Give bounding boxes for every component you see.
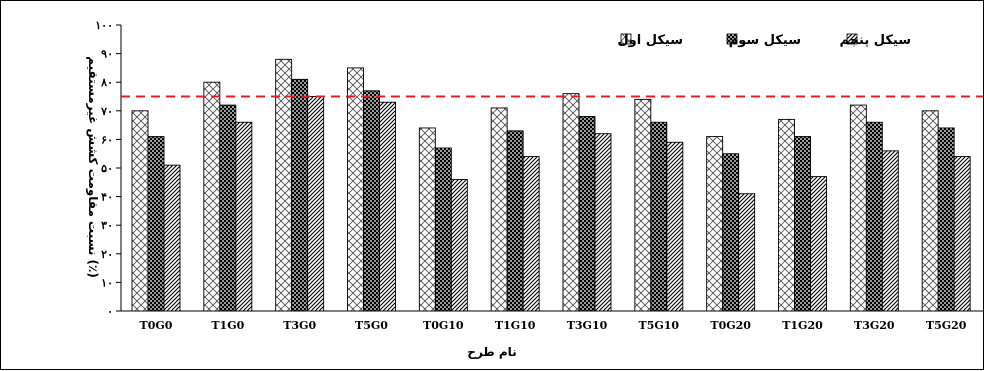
- x-category-label: T0G0: [140, 319, 173, 332]
- bar-cycle5-t5g0: [379, 101, 396, 312]
- bar-cycle3-t1g0: [219, 104, 237, 312]
- bar-cycle3-t1g10: [506, 130, 524, 312]
- y-tick-label: ۰: [107, 305, 113, 318]
- bar-cycle3-t3g20: [865, 121, 883, 312]
- bar-cycle1-t0g0: [131, 110, 149, 312]
- bar-cycle5-t1g10: [522, 156, 540, 312]
- bar-cycle1-t0g10: [418, 127, 436, 312]
- bar-cycle5-t3g0: [307, 96, 325, 312]
- bar-cycle5-t1g0: [235, 121, 253, 312]
- bar-cycle1-t1g0: [203, 81, 221, 312]
- bar-cycle1-t5g10: [634, 98, 652, 312]
- y-tick-label: ۷۰: [100, 105, 113, 118]
- bar-cycle5-t3g10: [594, 133, 612, 312]
- bar-cycle1-t3g20: [849, 104, 867, 312]
- x-category-label: T5G20: [926, 319, 967, 332]
- y-tick-label: ۳۰: [101, 219, 113, 232]
- legend-swatch-cycle1: [620, 33, 632, 45]
- bar-cycle1-t1g20: [778, 118, 795, 312]
- x-category-label: T5G0: [355, 319, 388, 332]
- bar-cycle3-t0g10: [434, 147, 452, 312]
- bar-cycle5-t3g20: [881, 150, 899, 312]
- legend-label-cycle5: سیکل پنجم: [839, 33, 911, 48]
- x-category-label: T1G10: [495, 319, 536, 332]
- legend-label-cycle1: سیکل اول: [617, 33, 683, 48]
- x-category-label: T5G10: [639, 319, 680, 332]
- y-tick-label: ۱۰: [101, 276, 113, 289]
- bar-cycle3-t5g10: [650, 121, 668, 312]
- bar-cycle3-t3g10: [578, 116, 596, 312]
- bar-cycle5-t0g0: [163, 164, 181, 312]
- bar-cycle3-t0g0: [147, 136, 165, 312]
- x-category-label: T0G20: [710, 319, 751, 332]
- bar-cycle5-t5g10: [666, 141, 684, 312]
- bar-cycle3-t5g20: [937, 127, 955, 312]
- y-tick-label: ۵۰: [101, 162, 113, 175]
- legend-item-cycle5: سیکل پنجم: [839, 33, 911, 48]
- bar-cycle1-t5g20: [921, 110, 939, 312]
- bar-cycle3-t3g0: [291, 78, 309, 312]
- y-tick-label: ۶۰: [101, 133, 113, 146]
- x-category-label: T1G0: [211, 319, 244, 332]
- bar-cycle5-t0g10: [450, 178, 468, 312]
- y-tick-label: ۴۰: [101, 191, 113, 204]
- y-tick-label: ۸۰: [100, 76, 113, 89]
- bar-cycle3-t0g20: [722, 153, 740, 312]
- bar-cycle3-t1g20: [794, 136, 811, 312]
- x-category-label: T0G10: [423, 319, 464, 332]
- bar-cycle5-t5g20: [953, 156, 971, 312]
- y-tick-group: ۰ ۱۰ ۲۰ ۳۰ ۴۰ ۵۰ ۶۰ ۷۰ ۸۰ ۹۰ ۱۰۰: [95, 19, 121, 318]
- legend-label-cycle3: سیکل سوم: [729, 33, 801, 48]
- y-tick-label: ۲۰: [101, 248, 113, 261]
- x-category-label: T3G0: [283, 319, 316, 332]
- legend-swatch-cycle5: [846, 33, 858, 45]
- y-tick-label: ۹۰: [101, 48, 113, 61]
- legend-swatch-cycle3: [726, 33, 738, 45]
- y-tick-label: ۱۰۰: [95, 19, 113, 32]
- bar-group: [131, 58, 971, 312]
- x-axis-title: نام طرح: [467, 345, 516, 360]
- legend-item-cycle1: سیکل اول: [617, 33, 683, 48]
- bar-cycle3-t5g0: [363, 90, 380, 312]
- x-category-label: T3G10: [567, 319, 608, 332]
- bar-cycle1-t0g20: [706, 136, 724, 312]
- x-category-label: T3G20: [854, 319, 895, 332]
- x-category-label: T1G20: [782, 319, 823, 332]
- y-axis-title: نسبت مقاومت کشش غیرمستقیم (٪): [85, 56, 100, 278]
- legend: سیکل پنجم سیکل سوم سیکل اول: [617, 33, 911, 48]
- bar-cycle1-t1g10: [490, 107, 508, 312]
- legend-item-cycle3: سیکل سوم: [726, 33, 801, 48]
- x-category-group: T0G0 T1G0 T3G0 T5G0 T0G10 T1G10 T3G10 T5G10 T0G2…: [140, 319, 967, 332]
- bar-cycle5-t0g20: [738, 193, 756, 312]
- bar-cycle1-t5g0: [347, 67, 364, 312]
- bar-cycle1-t3g10: [562, 93, 580, 312]
- bar-cycle5-t1g20: [810, 176, 827, 312]
